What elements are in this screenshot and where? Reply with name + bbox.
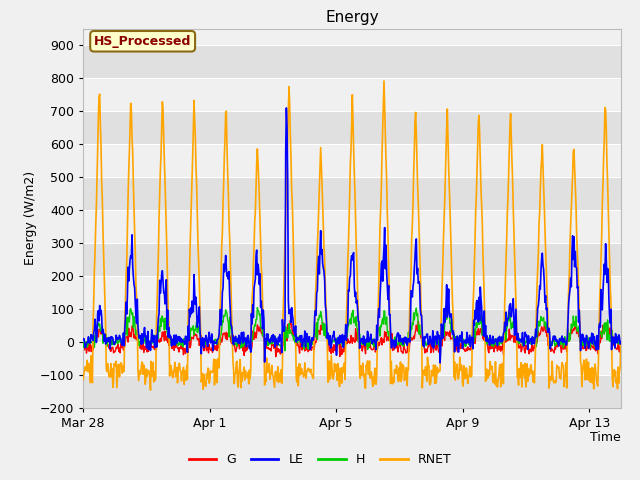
G	[79, 345, 87, 350]
LE	[152, 345, 159, 350]
G	[404, 349, 412, 355]
G	[617, 339, 625, 345]
Legend: G, LE, H, RNET: G, LE, H, RNET	[184, 448, 456, 471]
Bar	[83, 342, 621, 375]
LE	[436, 360, 444, 366]
RNET	[358, 369, 366, 374]
H	[152, 339, 159, 345]
Bar	[83, 375, 621, 408]
Line: LE: LE	[83, 108, 621, 363]
Y-axis label: Energy (W/m2): Energy (W/m2)	[24, 171, 37, 265]
Bar	[83, 276, 621, 309]
H	[404, 341, 412, 347]
H	[444, 301, 451, 307]
Text: HS_Processed: HS_Processed	[94, 35, 191, 48]
Bar	[83, 309, 621, 342]
G	[141, 347, 148, 352]
G	[152, 347, 159, 352]
Bar	[83, 78, 621, 111]
H	[617, 339, 625, 345]
Line: RNET: RNET	[83, 81, 621, 390]
RNET	[147, 387, 154, 393]
LE	[358, 339, 366, 345]
LE	[282, 105, 290, 111]
Bar	[83, 111, 621, 144]
RNET	[404, 367, 412, 373]
Bar	[83, 210, 621, 243]
Bar	[83, 45, 621, 78]
H	[141, 333, 148, 338]
H	[79, 344, 87, 350]
H	[492, 341, 499, 347]
RNET	[152, 323, 160, 329]
RNET	[380, 78, 388, 84]
G	[188, 335, 196, 341]
X-axis label: Time: Time	[590, 432, 621, 444]
H	[188, 327, 196, 333]
G	[287, 317, 294, 323]
LE	[492, 336, 499, 342]
G	[359, 345, 367, 350]
Line: G: G	[83, 320, 621, 357]
Line: H: H	[83, 304, 621, 351]
Bar	[83, 177, 621, 210]
RNET	[141, 365, 148, 371]
LE	[188, 298, 196, 304]
G	[272, 354, 280, 360]
LE	[404, 340, 412, 346]
LE	[141, 324, 148, 330]
Title: Energy: Energy	[325, 10, 379, 25]
LE	[79, 336, 87, 342]
Bar	[83, 144, 621, 177]
RNET	[79, 376, 87, 382]
LE	[617, 339, 625, 345]
RNET	[617, 339, 625, 345]
RNET	[189, 153, 196, 158]
Bar	[83, 243, 621, 276]
RNET	[492, 359, 499, 365]
H	[358, 337, 366, 343]
G	[492, 345, 499, 351]
H	[281, 348, 289, 354]
